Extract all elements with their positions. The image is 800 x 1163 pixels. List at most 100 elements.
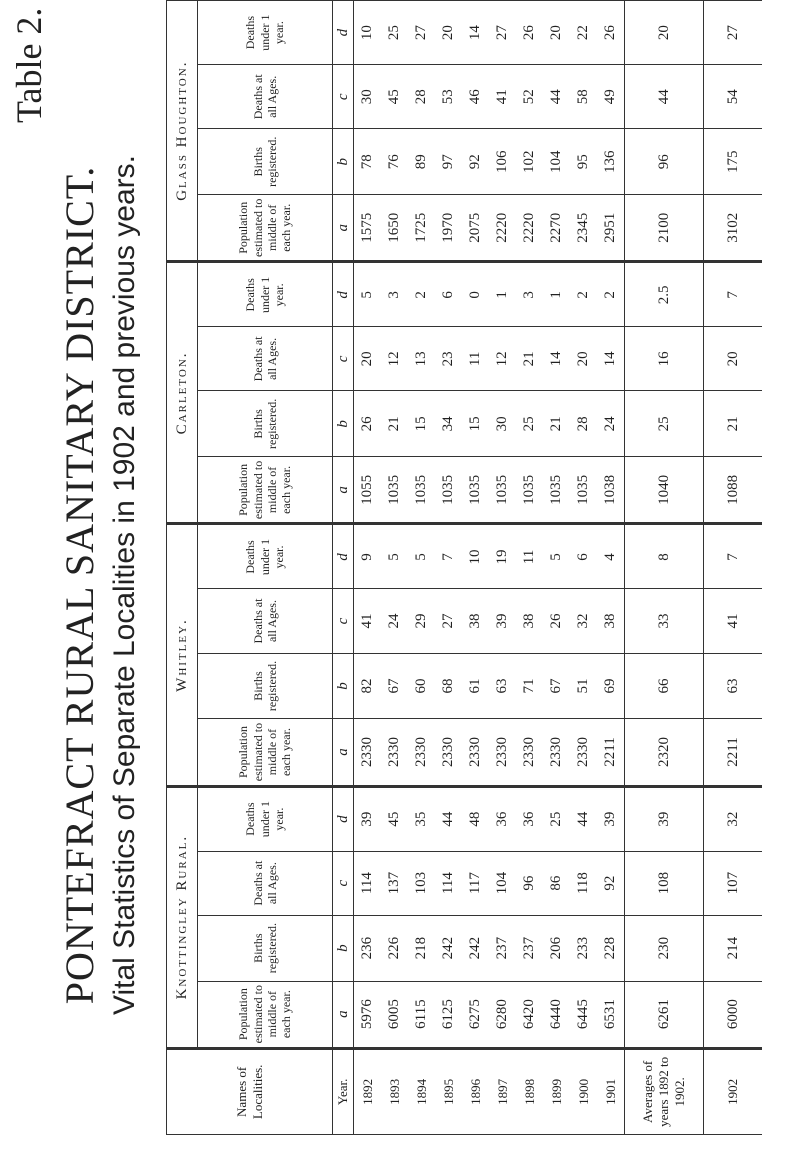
cell: 63 — [703, 653, 762, 719]
cell: 92 — [462, 128, 489, 195]
column-head: Births registered. — [197, 915, 333, 982]
cell: 108 — [624, 851, 704, 916]
cell: 1575 — [353, 194, 381, 262]
cell: 82 — [353, 653, 381, 719]
cell: 14 — [462, 0, 489, 65]
cell: 45 — [381, 786, 408, 852]
year: 1894 — [408, 1048, 435, 1135]
cell: 2330 — [381, 718, 408, 787]
data-row: 1899 6440 206 86 25 2330 67 26 5 1035 21 14 1 2270 104… — [543, 0, 570, 1135]
column-letter: c — [332, 589, 354, 654]
cell: 92 — [597, 851, 625, 916]
cell: 19 — [489, 523, 516, 589]
cell: 25 — [543, 786, 570, 852]
cell: 1650 — [381, 194, 408, 262]
cell: 6000 — [703, 981, 762, 1049]
statistics-table: Names of Localities. Knottingley Rural. Wh… — [166, 0, 762, 1135]
cell: 20 — [703, 326, 762, 391]
cell: 2330 — [462, 718, 489, 787]
column-head: Deaths under 1 year. — [197, 523, 333, 589]
cell: 30 — [489, 390, 516, 457]
data-row: 1898 6420 237 96 36 2330 71 38 11 1035 25 21 3 2220 10… — [516, 0, 543, 1135]
cell: 48 — [462, 786, 489, 852]
cell: 1 — [543, 261, 570, 327]
cell: 68 — [435, 653, 462, 719]
year: 1902 — [703, 1048, 762, 1135]
cell: 2211 — [703, 718, 762, 787]
cell: 114 — [435, 851, 462, 916]
cell: 2330 — [543, 718, 570, 787]
cell: 39 — [489, 589, 516, 654]
column-head: Deaths under 1 year. — [197, 0, 333, 65]
cell: 71 — [516, 653, 543, 719]
cell: 45 — [381, 64, 408, 129]
cell: 44 — [543, 64, 570, 129]
cell: 117 — [462, 851, 489, 916]
cell: 26 — [543, 589, 570, 654]
cell: 20 — [624, 0, 704, 65]
column-head: Population estimated to middle of each y… — [197, 456, 333, 524]
cell: 104 — [543, 128, 570, 195]
cell: 233 — [570, 915, 597, 982]
cell: 39 — [624, 786, 704, 852]
cell: 36 — [516, 786, 543, 852]
cell: 39 — [353, 786, 381, 852]
cell: 103 — [408, 851, 435, 916]
cell: 41 — [703, 589, 762, 654]
cell: 41 — [489, 64, 516, 129]
header-row: Names of Localities. Knottingley Rural. Wh… — [166, 0, 333, 1135]
cell: 10 — [353, 0, 381, 65]
cell: 6 — [435, 261, 462, 327]
column-head: Population estimated to middle of each y… — [197, 718, 333, 787]
cell: 23 — [435, 326, 462, 391]
cell: 1035 — [462, 456, 489, 524]
cell: 11 — [516, 523, 543, 589]
cell: 1055 — [353, 456, 381, 524]
column-letter: a — [332, 718, 354, 787]
cell: 78 — [353, 128, 381, 195]
column-letter: b — [332, 128, 354, 195]
cell: 230 — [624, 915, 704, 982]
cell: 214 — [703, 915, 762, 982]
cell: 2211 — [597, 718, 625, 787]
cell: 3 — [381, 261, 408, 327]
cell: 38 — [516, 589, 543, 654]
column-head: Deaths at all Ages. — [197, 64, 333, 129]
cell: 2270 — [543, 194, 570, 262]
cell: 2330 — [408, 718, 435, 787]
cell: 44 — [435, 786, 462, 852]
cell: 36 — [489, 786, 516, 852]
cell: 10 — [462, 523, 489, 589]
cell: 52 — [516, 64, 543, 129]
cell: 9 — [353, 523, 381, 589]
cell: 21 — [543, 390, 570, 457]
cell: 1 — [489, 261, 516, 327]
cell: 2075 — [462, 194, 489, 262]
column-letter: b — [332, 390, 354, 457]
cell: 2330 — [516, 718, 543, 787]
cell: 1040 — [624, 456, 704, 524]
column-letter: b — [332, 653, 354, 719]
year: 1895 — [435, 1048, 462, 1135]
cell: 27 — [489, 0, 516, 65]
cell: 20 — [435, 0, 462, 65]
column-letter: a — [332, 194, 354, 262]
cell: 29 — [408, 589, 435, 654]
cell: 206 — [543, 915, 570, 982]
cell: 41 — [353, 589, 381, 654]
cell: 2100 — [624, 194, 704, 262]
cell: 95 — [570, 128, 597, 195]
column-letter: a — [332, 456, 354, 524]
cell: 89 — [408, 128, 435, 195]
cell: 33 — [624, 589, 704, 654]
cell: 114 — [353, 851, 381, 916]
cell: 5 — [353, 261, 381, 327]
cell: 1035 — [489, 456, 516, 524]
cell: 44 — [570, 786, 597, 852]
cell: 16 — [624, 326, 704, 391]
year: 1900 — [570, 1048, 597, 1135]
column-letter: d — [332, 523, 354, 589]
cell: 1035 — [543, 456, 570, 524]
cell: 67 — [381, 653, 408, 719]
